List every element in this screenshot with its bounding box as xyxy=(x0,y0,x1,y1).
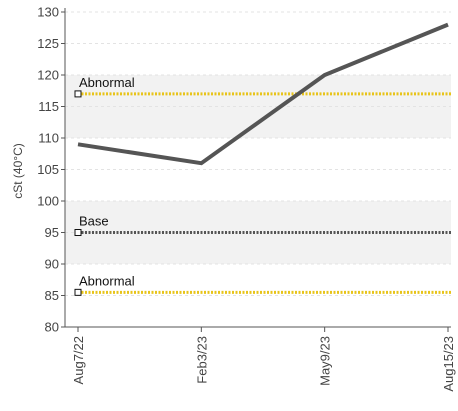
reference-marker xyxy=(74,288,82,296)
x-axis-ticks: Aug7/22 Feb3/23 May9/23 Aug15/23 xyxy=(71,327,456,392)
y-axis-title: cSt (40°C) xyxy=(11,143,25,198)
series-line xyxy=(77,22,449,166)
y-tick-label: 105 xyxy=(37,162,59,177)
data-series xyxy=(77,22,449,166)
y-axis-ticks: 80 85 90 95 100 105 110 115 120 125 130 xyxy=(37,5,65,335)
x-tick-label: Feb3/23 xyxy=(194,336,209,384)
x-tick-label: Aug15/23 xyxy=(441,336,456,392)
reference-lines: Abnormal Base Abnormal xyxy=(74,75,451,296)
reference-label: Abnormal xyxy=(79,273,135,288)
y-tick-label: 95 xyxy=(45,225,59,240)
y-tick-label: 125 xyxy=(37,36,59,51)
reference-marker xyxy=(74,90,82,98)
y-tick-label: 90 xyxy=(45,257,59,272)
y-tick-label: 115 xyxy=(38,99,59,114)
y-tick-label: 80 xyxy=(45,320,59,335)
reference-label: Base xyxy=(79,214,109,229)
reference-label: Abnormal xyxy=(79,75,135,90)
y-tick-label: 130 xyxy=(37,5,59,20)
y-tick-label: 110 xyxy=(38,131,59,146)
reference-marker xyxy=(74,229,82,236)
x-tick-label: Aug7/22 xyxy=(71,336,86,384)
x-tick-label: May9/23 xyxy=(318,336,333,386)
axes xyxy=(64,8,451,328)
y-tick-label: 85 xyxy=(45,288,59,303)
y-tick-label: 100 xyxy=(37,194,59,209)
y-tick-label: 120 xyxy=(37,68,59,83)
